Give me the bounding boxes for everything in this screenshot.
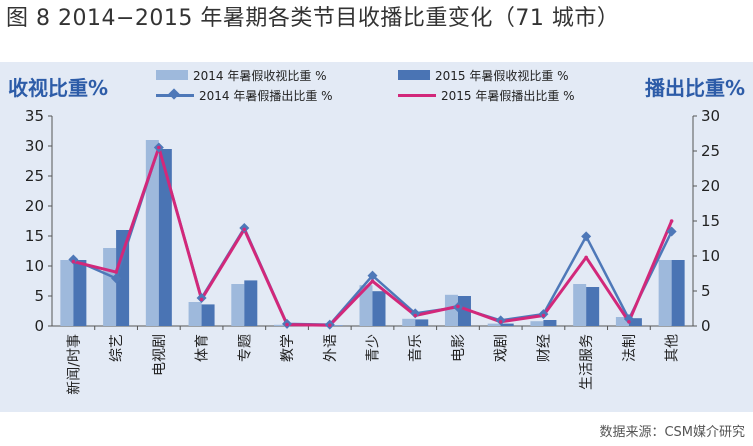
category-label-8: 音乐 xyxy=(407,334,424,362)
legend-label-line-2014: 2014 年暑假播出比重 % xyxy=(199,88,333,103)
category-label-7: 青少 xyxy=(366,334,382,362)
point-2015-3 xyxy=(199,297,204,302)
point-2015-4 xyxy=(242,227,247,232)
point-2014-12 xyxy=(581,231,592,242)
bar-2014-10 xyxy=(487,323,501,326)
category-label-6: 外语 xyxy=(323,334,339,362)
combo-chart: 0 5 10 15 20 25 30 35 0 5 10 15 20 25 30 新闻/时事 综艺 电视剧 体育 专题… xyxy=(25,107,720,395)
data-source-note: 数据来源：CSM媒介研究 xyxy=(599,425,745,440)
left-tick-label: 35 xyxy=(25,107,44,125)
legend-swatch-line-2015 xyxy=(398,93,436,97)
bar-2014-14 xyxy=(658,260,672,326)
bar-2015-6 xyxy=(329,325,343,326)
chart-legend: 2014 年暑假收视比重 % 2015 年暑假收视比重 % 2014 年暑假播出… xyxy=(156,66,596,106)
bar-2015-14 xyxy=(671,260,685,326)
bar-2014-8 xyxy=(402,318,416,326)
left-tick-label: 25 xyxy=(25,167,44,185)
bar-2014-11 xyxy=(530,321,544,326)
bar-2014-1 xyxy=(103,248,117,326)
bar-2014-3 xyxy=(188,302,202,326)
bar-2014-5 xyxy=(274,324,288,326)
bar-2015-0 xyxy=(73,260,87,326)
bar-2015-3 xyxy=(201,304,215,326)
left-tick-label: 5 xyxy=(34,287,44,305)
legend-item-line-2015: 2015 年暑假播出比重 % xyxy=(398,86,575,104)
point-2015-8 xyxy=(413,313,418,318)
right-tick-label: 30 xyxy=(701,107,720,125)
point-2015-2 xyxy=(157,145,161,150)
legend-swatch-line-2014 xyxy=(156,87,194,100)
point-2015-0 xyxy=(71,259,76,264)
bar-2015-10 xyxy=(500,323,514,326)
point-2014-13 xyxy=(623,314,634,324)
bar-2015-4 xyxy=(244,280,258,326)
bar-2015-1 xyxy=(116,230,130,326)
category-label-12: 生活服务 xyxy=(579,334,595,390)
point-2015-10 xyxy=(498,320,503,324)
bar-2015-2 xyxy=(158,149,172,326)
legend-label-bar-2014: 2014 年暑假收视比重 % xyxy=(193,68,327,83)
point-2014-14 xyxy=(666,226,677,237)
point-2014-7 xyxy=(367,270,378,281)
right-tick-label: 20 xyxy=(701,177,720,195)
left-tick-label: 15 xyxy=(25,227,44,245)
point-2015-1 xyxy=(114,270,118,274)
bar-2015-13 xyxy=(628,318,642,326)
left-tick-label: 0 xyxy=(34,317,44,335)
right-tick-label: 5 xyxy=(701,282,711,300)
point-2015-9 xyxy=(456,304,460,309)
category-label-0: 新闻/时事 xyxy=(66,334,82,395)
right-tick-label: 25 xyxy=(701,142,720,160)
category-label-2: 电视剧 xyxy=(152,334,168,376)
bar-2014-2 xyxy=(145,140,159,326)
category-label-3: 体育 xyxy=(195,334,211,362)
point-2014-8 xyxy=(410,308,421,319)
point-2015-14 xyxy=(669,219,674,223)
category-label-5: 教学 xyxy=(280,334,296,362)
category-label-4: 专题 xyxy=(237,334,253,362)
legend-item-bar-2014: 2014 年暑假收视比重 % xyxy=(156,66,327,84)
category-label-1: 综艺 xyxy=(109,334,125,362)
category-label-11: 财经 xyxy=(536,334,552,362)
left-axis-heading: 收视比重% xyxy=(8,76,109,100)
point-2015-7 xyxy=(370,279,375,283)
legend-item-line-2014: 2014 年暑假播出比重 % xyxy=(156,86,333,104)
legend-item-bar-2015: 2015 年暑假收视比重 % xyxy=(398,66,569,84)
bar-2015-7 xyxy=(372,291,386,326)
point-2015-12 xyxy=(584,255,588,260)
bar-2014-13 xyxy=(615,317,629,326)
legend-label-bar-2015: 2015 年暑假收视比重 % xyxy=(435,68,569,83)
left-tick-label: 30 xyxy=(25,137,44,155)
category-label-13: 法制 xyxy=(622,334,638,362)
bar-2015-9 xyxy=(457,296,471,326)
right-tick-label: 10 xyxy=(701,247,720,265)
point-2015-6 xyxy=(327,323,332,328)
right-tick-label: 0 xyxy=(701,317,711,335)
left-tick-label: 20 xyxy=(25,197,44,215)
figure-title: 图 8 2014−2015 年暑期各类节目收播比重变化（71 城市） xyxy=(6,6,620,31)
point-2015-11 xyxy=(541,313,546,318)
left-tick-label: 10 xyxy=(25,257,44,275)
right-tick-label: 15 xyxy=(701,212,720,230)
category-label-14: 其他 xyxy=(665,334,681,362)
bar-2014-0 xyxy=(60,260,74,326)
category-label-9: 电影 xyxy=(451,334,467,362)
legend-swatch-bar-2014 xyxy=(156,70,188,80)
point-2015-13 xyxy=(627,320,631,324)
bar-2014-9 xyxy=(444,294,458,326)
bar-2014-12 xyxy=(573,284,587,326)
bar-2015-8 xyxy=(415,319,429,326)
bar-2015-12 xyxy=(586,287,600,326)
legend-swatch-bar-2015 xyxy=(398,70,430,80)
point-2014-1 xyxy=(111,273,122,284)
legend-label-line-2015: 2015 年暑假播出比重 % xyxy=(441,88,575,103)
category-label-10: 戏剧 xyxy=(494,334,510,362)
point-2015-5 xyxy=(285,322,289,327)
right-axis-heading: 播出比重% xyxy=(644,76,745,100)
point-2014-0 xyxy=(68,254,79,265)
bar-2014-7 xyxy=(359,285,373,326)
bar-2015-11 xyxy=(543,320,557,326)
bar-2014-4 xyxy=(231,284,245,326)
